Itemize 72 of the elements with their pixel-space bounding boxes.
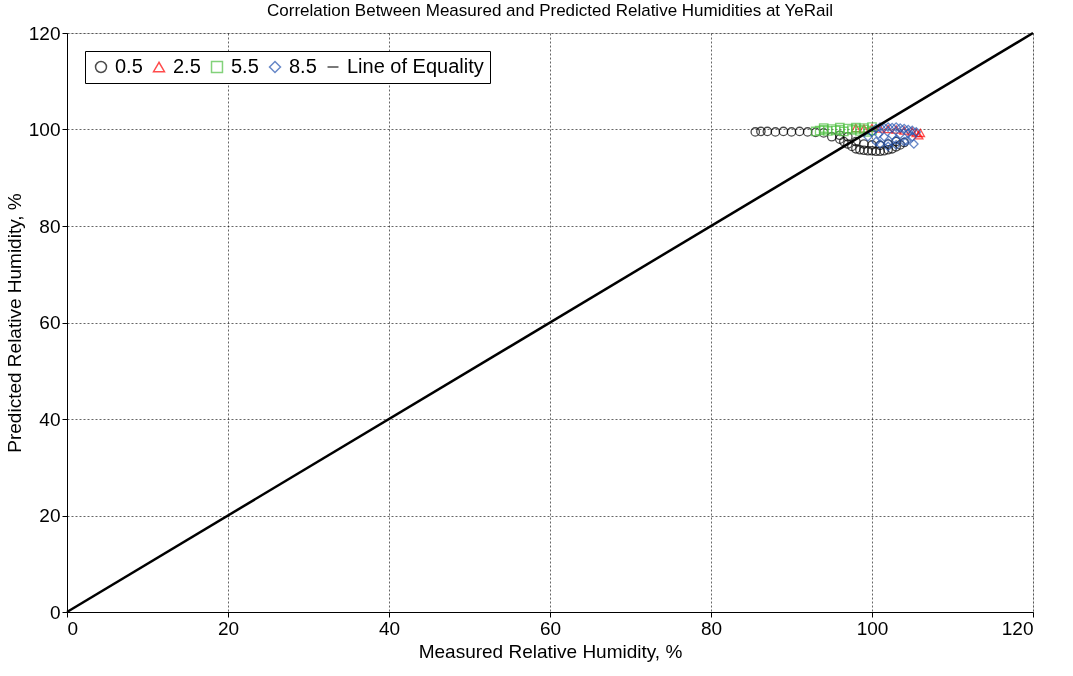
point [871, 136, 881, 147]
point [826, 131, 837, 142]
point [879, 122, 889, 133]
point [867, 140, 877, 150]
x-tick-label: 60 [539, 617, 562, 639]
point [822, 126, 833, 136]
y-tick-label: 80 [39, 215, 61, 237]
y-tick-label: 20 [39, 505, 61, 526]
x-axis-title: Measured Relative Humidity, % [418, 640, 683, 662]
point [859, 145, 869, 156]
point [903, 128, 914, 139]
point [867, 145, 877, 156]
point [843, 123, 853, 134]
point [750, 127, 761, 137]
point [843, 139, 853, 149]
point [909, 139, 919, 149]
point [818, 128, 829, 138]
y-tick-label: 120 [28, 22, 61, 44]
point [855, 126, 865, 136]
y-tick-label: 100 [28, 119, 61, 140]
point [838, 126, 849, 137]
legend-label: 2.5 [173, 55, 201, 77]
point [762, 126, 773, 137]
point [907, 131, 918, 142]
point [871, 123, 881, 134]
point [834, 134, 845, 144]
point [903, 124, 914, 135]
point [875, 146, 885, 157]
legend-label: Line of Equality [347, 55, 484, 77]
legend-label: 0.5 [115, 55, 143, 77]
point [834, 130, 845, 141]
y-tick-label: 40 [39, 408, 61, 430]
x-tick-label: 120 [1001, 617, 1034, 639]
chart-title: Correlation Between Measured and Predicted Relative Humidities at YeRail [266, 1, 834, 20]
point [778, 126, 789, 137]
point [915, 128, 926, 138]
point [851, 143, 861, 154]
point [895, 123, 906, 133]
y-tick-label: 60 [39, 312, 61, 333]
point [786, 127, 797, 137]
point [863, 145, 873, 156]
point [879, 131, 889, 142]
point [887, 130, 897, 141]
point [871, 146, 881, 157]
x-tick-label: 100 [856, 617, 889, 639]
x-tick-label: 40 [378, 617, 401, 639]
legend-label: 5.5 [231, 55, 259, 77]
point [859, 139, 869, 149]
point [895, 129, 906, 140]
x-tick-label: 20 [217, 617, 240, 639]
point [873, 129, 884, 140]
point [847, 125, 857, 135]
point [847, 141, 857, 152]
y-axis-title: Predicted Relative Humidity, % [3, 193, 25, 453]
point [814, 125, 825, 136]
point [855, 144, 865, 155]
x-tick-label: 0 [67, 617, 79, 639]
point [756, 126, 766, 137]
point [863, 127, 873, 137]
point [851, 136, 861, 147]
point [830, 125, 841, 136]
point [794, 126, 805, 137]
point [843, 131, 853, 142]
point [838, 136, 849, 147]
x-tick-label: 80 [700, 617, 723, 639]
point [826, 124, 837, 134]
point [887, 122, 897, 133]
y-tick-label: 0 [49, 601, 61, 623]
point [770, 127, 781, 137]
legend-label: 8.5 [289, 55, 317, 77]
point [895, 140, 906, 150]
point [802, 127, 813, 137]
